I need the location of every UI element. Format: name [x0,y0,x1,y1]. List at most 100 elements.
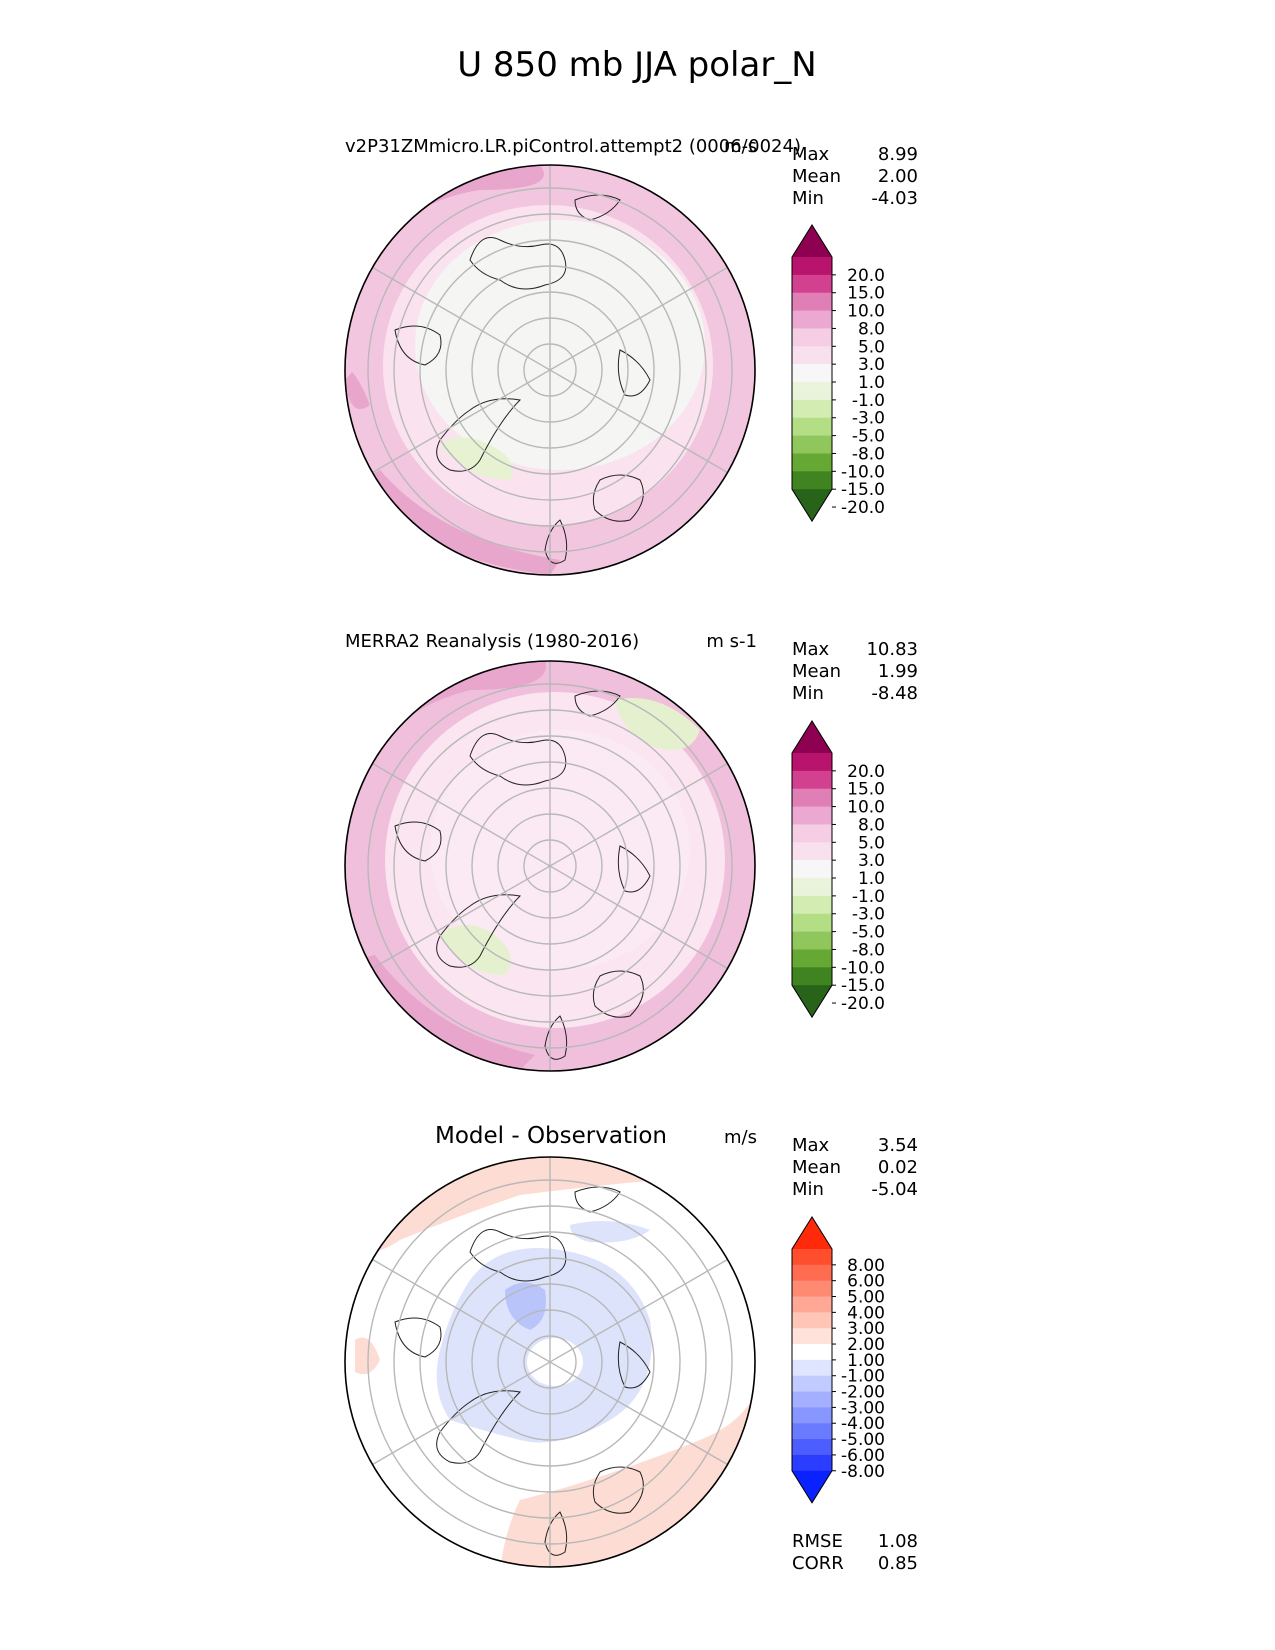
stat-label: Min [792,683,824,704]
colorbar-tick-label: 5.00 [847,1288,885,1308]
colorbar-band [792,364,832,383]
colorbar-band [792,806,832,825]
colorbar-tick-label: -5.00 [841,1430,885,1450]
colorbar-tick-label: -20.0 [841,498,885,518]
stat-label: Min [792,188,824,209]
polar-map [344,1156,756,1568]
colorbar-tick-label: -5.0 [852,427,885,447]
colorbar-extend-max [792,721,832,753]
colorbar-tick-label: 3.0 [858,355,885,375]
colorbar-band [792,1328,832,1345]
stat-label: Mean [792,661,841,682]
colorbar-extend-min [792,1470,832,1503]
colorbar-tick-label: 8.0 [858,815,885,835]
colorbar-tick-label: -4.00 [841,1414,885,1434]
graticule [367,165,733,575]
colorbar-band [792,842,832,861]
colorbar-band [792,292,832,312]
colorbar-tick-label: 8.00 [847,1256,885,1276]
colorbar-tick-label: -1.00 [841,1367,885,1387]
panel-units: m/s [724,136,757,157]
map-border [344,660,756,1072]
colorbar-tick-label: 6.00 [847,1272,885,1292]
stat-value: 0.85 [878,1553,918,1574]
stat-value: 1.99 [878,661,918,682]
colorbar-band [792,1439,832,1456]
colorbar-tick-label: 5.0 [858,833,885,853]
colorbar-band [792,860,832,879]
colorbar: 20.015.010.08.05.03.01.0-1.0-3.0-5.0-8.0… [791,224,885,523]
field-greenland-low [440,437,513,480]
figure-title: U 850 mb JJA polar_N [457,45,817,85]
colorbar-band [792,399,832,419]
colorbar-tick-label: -20.0 [841,994,885,1014]
polar-map [344,164,756,576]
colorbar-band [792,1296,832,1313]
colorbar-tick-label: 15.0 [847,780,885,800]
stat-value: 0.02 [878,1157,918,1178]
colorbar-tick-label: 15.0 [847,284,885,304]
map-border [344,164,756,576]
colorbar-band [792,382,832,401]
colorbar-tick-label: 4.00 [847,1303,885,1323]
panel-units: m/s [724,1127,757,1148]
colorbar-tick-label: -10.0 [841,462,885,482]
colorbar-tick-label: -15.0 [841,480,885,500]
field-strong-jet [345,165,545,260]
field-negative-anomaly [570,1221,650,1243]
colorbar-tick-label: 20.0 [847,762,885,782]
colorbar-tick-label: -3.00 [841,1398,885,1418]
colorbar-band [792,949,832,968]
colorbar-band [792,1423,832,1440]
colorbar-extend-min [792,489,832,522]
stat-label: Min [792,1179,824,1200]
colorbar-tick-label: -3.0 [852,905,885,925]
colorbar-tick-label: -3.0 [852,409,885,429]
colorbar-tick-label: -8.00 [841,1462,885,1482]
colorbar-tick-label: 1.00 [847,1351,885,1371]
coastlines [394,194,651,564]
colorbar-band [792,913,832,933]
contour-field [345,1157,755,1567]
colorbar-band [792,878,832,897]
graticule [367,661,733,1071]
colorbar-tick-label: -1.0 [852,887,885,907]
colorbar-band [792,753,832,772]
stat-value: -5.04 [871,1179,918,1200]
colorbar-tick-label: 2.00 [847,1335,885,1355]
field-greenland-low [440,925,511,975]
colorbar-tick-label: -8.0 [852,940,885,960]
stat-label: CORR [792,1553,844,1574]
extra-stats-box: RMSE 1.08 CORR 0.85 [792,1531,918,1574]
colorbar-band [792,453,832,472]
stat-label: Max [792,1135,830,1156]
panel-observation: MERRA2 Reanalysis (1980-2016) m s-1 [344,631,918,1072]
panel-difference: Model - Observation m/s [344,1123,918,1574]
stat-value: 1.08 [878,1531,918,1552]
stats-box: Max 8.99 Mean 2.00 Min -4.03 [792,144,918,209]
stat-value: 2.00 [878,166,918,187]
field-strong-jet [345,372,370,410]
graticule [367,1157,733,1567]
colorbar-band [792,788,832,808]
panel-title: Model - Observation [435,1123,667,1149]
stat-label: Mean [792,1157,841,1178]
polar-map [344,660,756,1072]
panel-units: m s-1 [706,631,757,652]
colorbar-tick-label: -8.0 [852,444,885,464]
panel-model: v2P31ZMmicro.LR.piControl.attempt2 (0006… [344,136,918,576]
colorbar-tick-label: 3.0 [858,851,885,871]
stat-value: 8.99 [878,144,918,165]
stats-box: Max 10.83 Mean 1.99 Min -8.48 [792,639,918,704]
colorbar-band [792,1391,832,1408]
stat-value: -8.48 [871,683,918,704]
colorbar-tick-label: -6.00 [841,1446,885,1466]
field-strong-negative [505,1282,546,1330]
colorbar-band [792,824,832,843]
colorbar-tick-label: -10.0 [841,958,885,978]
colorbar: 20.015.010.08.05.03.01.0-1.0-3.0-5.0-8.0… [791,720,885,1019]
field-strong-jet [360,470,560,575]
colorbar-band [792,346,832,365]
colorbar-extend-max [792,1217,832,1249]
